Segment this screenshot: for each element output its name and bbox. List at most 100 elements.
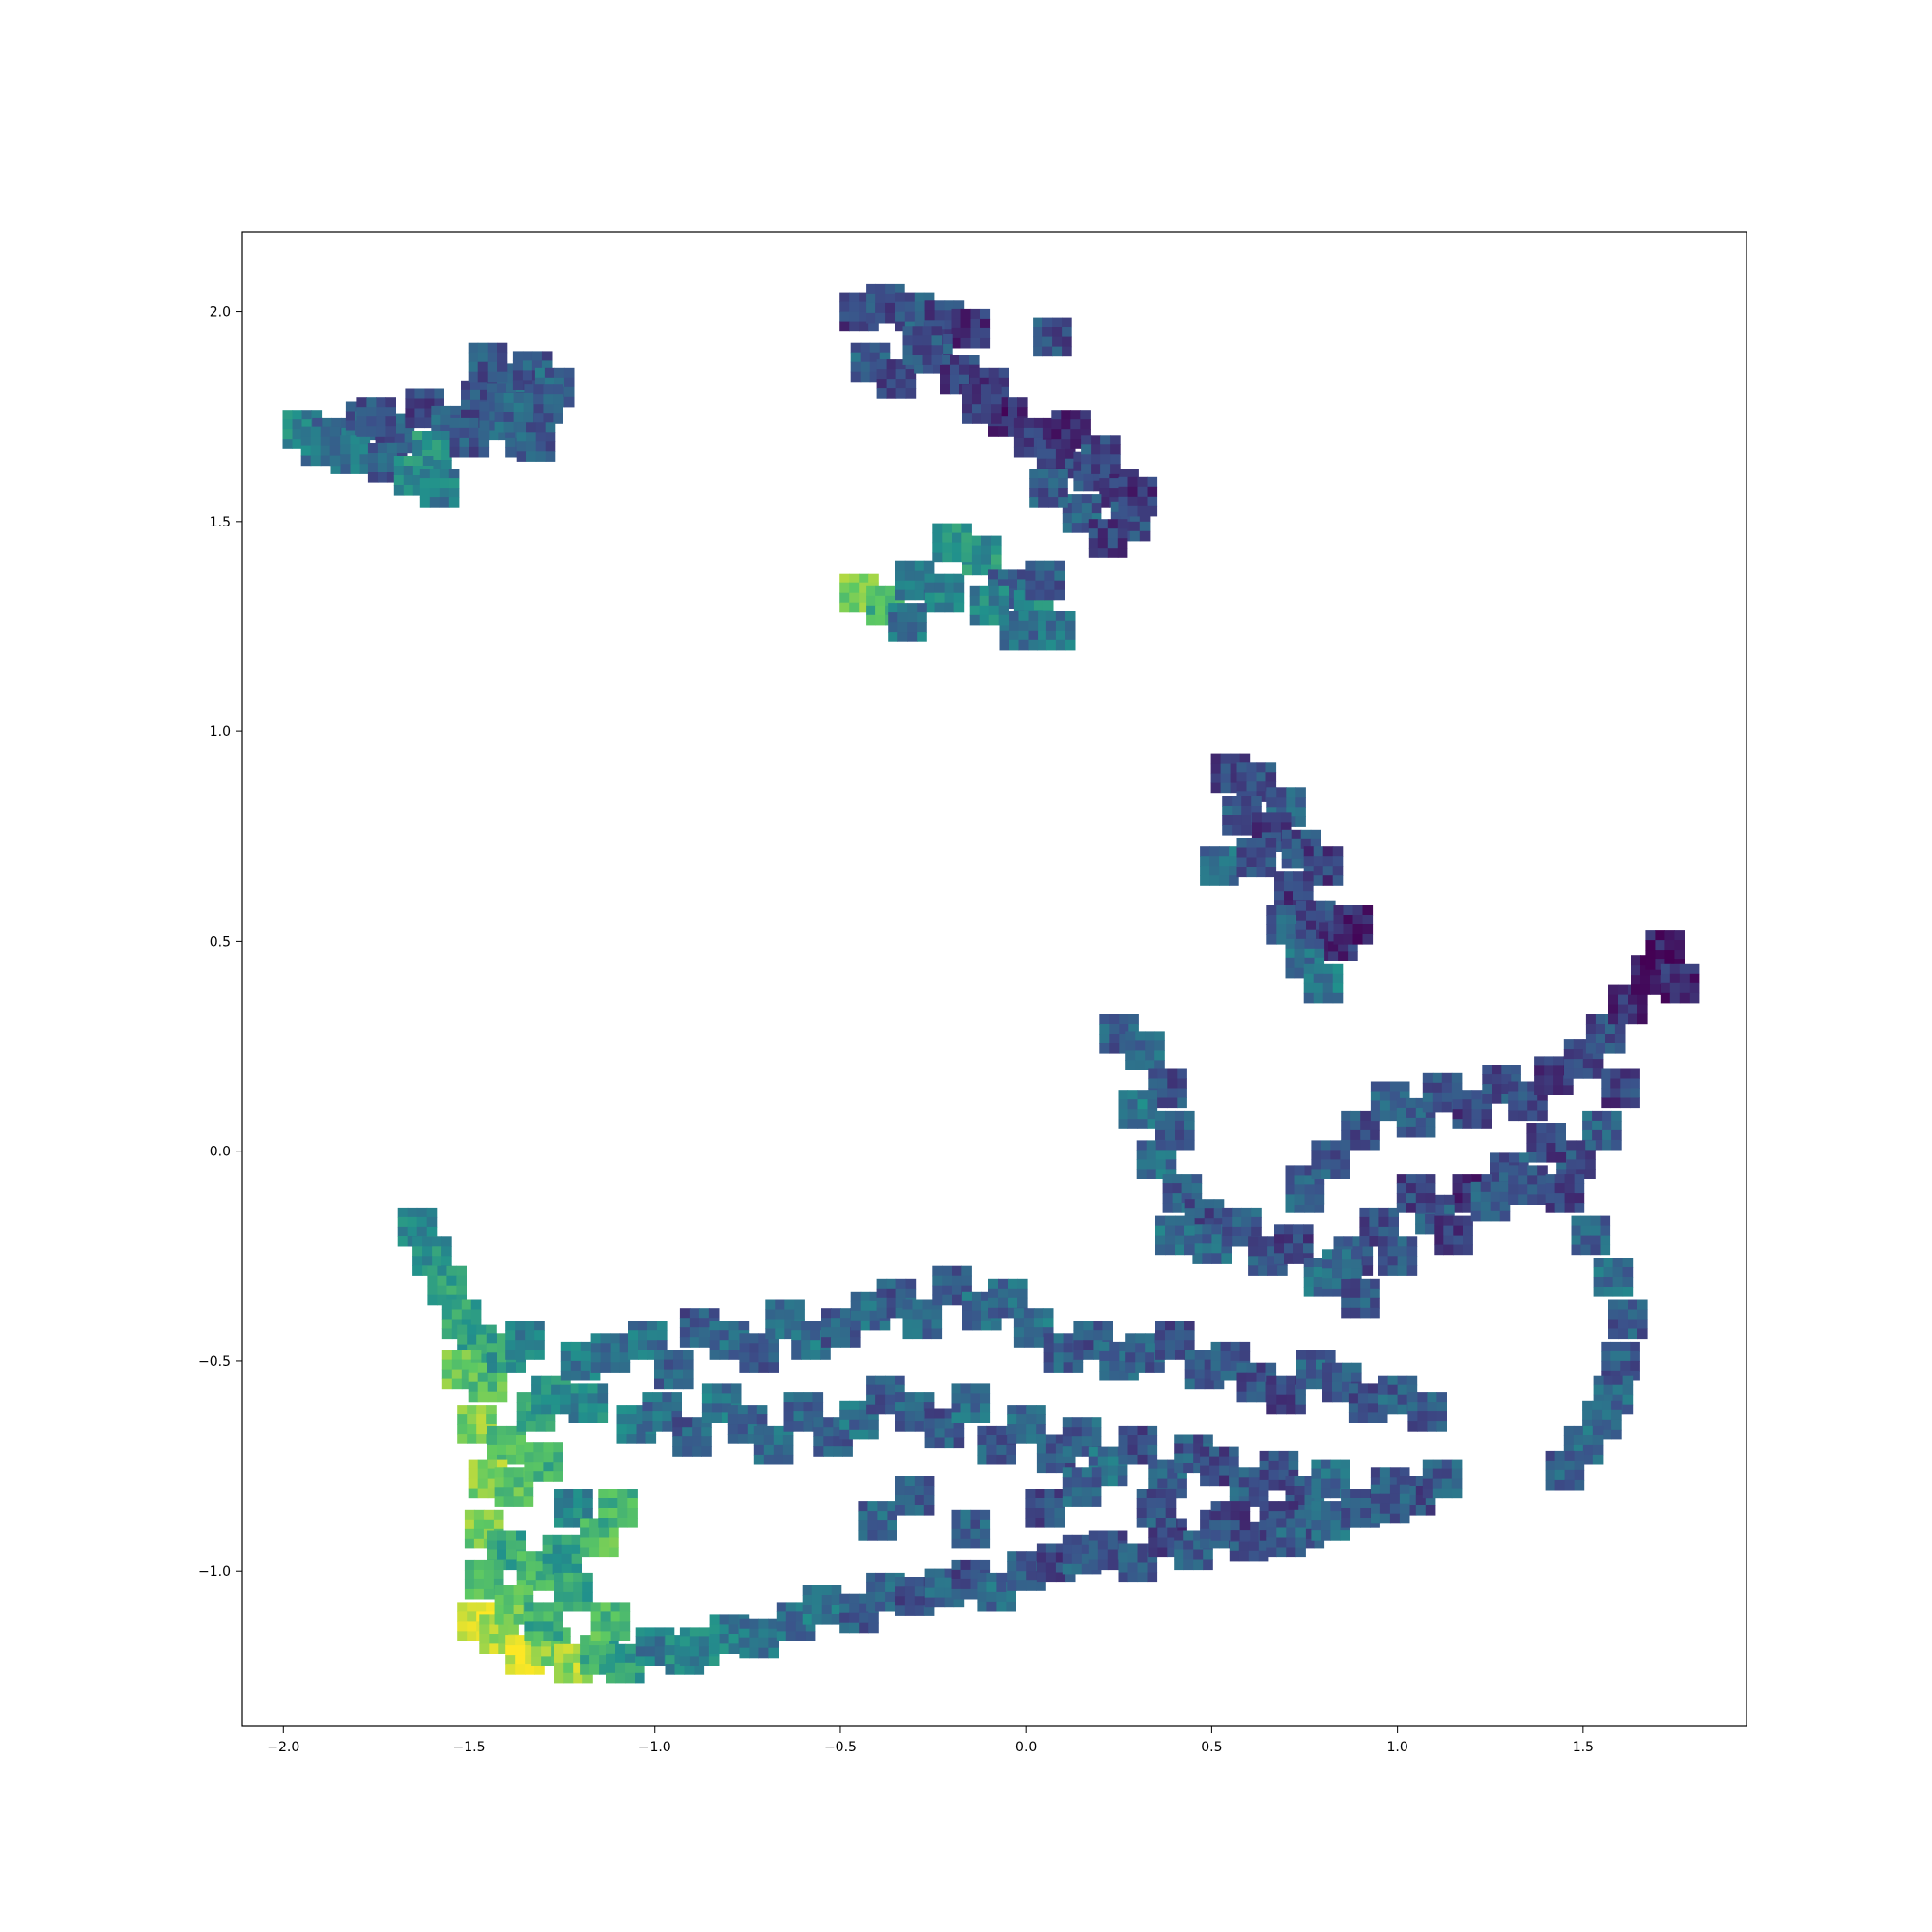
- data-point: [1311, 1140, 1350, 1179]
- scatter-tiles: [282, 283, 1700, 1684]
- data-point: [1434, 1215, 1473, 1256]
- data-point: [1210, 1501, 1251, 1541]
- x-tick-label: 0.5: [1201, 1740, 1222, 1755]
- data-point: [1608, 1299, 1648, 1340]
- data-point: [821, 1308, 861, 1348]
- data-point: [1274, 1224, 1314, 1264]
- data-point: [1248, 1236, 1288, 1276]
- data-point: [888, 603, 927, 642]
- x-axis: −2.0 −1.5 −1.0 −0.5 0.0 0.5 1.0 1.5: [267, 1726, 1594, 1755]
- y-axis: −1.0 −0.5 0.0 0.5 1.0 1.5 2.0: [198, 305, 242, 1579]
- data-point: [1645, 930, 1685, 970]
- data-point: [1007, 1405, 1046, 1444]
- data-point: [464, 1559, 504, 1600]
- data-point: [783, 1392, 824, 1432]
- data-point: [1370, 1484, 1410, 1524]
- data-point: [1378, 1236, 1418, 1276]
- data-point: [542, 1534, 582, 1575]
- data-point: [1526, 1123, 1566, 1163]
- data-point: [701, 1383, 742, 1423]
- data-point: [839, 1400, 879, 1440]
- data-point: [590, 1333, 631, 1373]
- data-point: [1118, 476, 1158, 517]
- data-point: [1311, 1459, 1350, 1499]
- data-point: [531, 1375, 571, 1415]
- data-point: [1081, 435, 1121, 474]
- data-point: [924, 1408, 965, 1449]
- data-point: [1025, 560, 1065, 601]
- data-point: [902, 1299, 943, 1340]
- data-point: [1236, 838, 1277, 878]
- data-point: [672, 1417, 712, 1457]
- data-point: [951, 308, 991, 349]
- data-point: [739, 1333, 779, 1373]
- data-point: [1200, 846, 1239, 886]
- data-point: [858, 1501, 897, 1541]
- data-point: [753, 1425, 794, 1465]
- data-point: [554, 1572, 593, 1612]
- data-point: [1036, 611, 1076, 651]
- data-point: [427, 1265, 467, 1306]
- data-point: [679, 1308, 720, 1348]
- data-point: [554, 1643, 593, 1684]
- data-point: [802, 1585, 842, 1625]
- data-point: [1118, 1090, 1158, 1129]
- data-point: [1582, 1110, 1622, 1151]
- x-tick-label: −2.0: [267, 1740, 299, 1755]
- data-point: [924, 573, 965, 613]
- data-point: [1136, 1489, 1177, 1528]
- data-point: [1470, 1181, 1511, 1222]
- data-point: [1545, 1174, 1585, 1213]
- data-point: [1322, 1362, 1362, 1403]
- data-point: [516, 422, 556, 462]
- data-point: [1341, 1278, 1380, 1319]
- data-point: [739, 1618, 779, 1659]
- data-point: [1422, 1459, 1463, 1499]
- x-tick-label: 1.0: [1386, 1740, 1407, 1755]
- data-point: [1545, 1450, 1585, 1491]
- y-tick-label: 1.5: [210, 515, 231, 530]
- data-point: [590, 1602, 631, 1641]
- data-point: [962, 384, 1002, 424]
- data-point: [1341, 1110, 1380, 1151]
- y-tick-label: 2.0: [210, 305, 231, 321]
- data-point: [1601, 1341, 1640, 1381]
- data-point: [932, 523, 972, 563]
- data-point: [1534, 1056, 1574, 1095]
- data-point: [654, 1350, 694, 1390]
- data-point: [1407, 1392, 1447, 1432]
- x-tick-label: 0.0: [1015, 1740, 1037, 1755]
- data-point: [1571, 1215, 1611, 1256]
- data-point: [419, 469, 460, 508]
- data-point: [1585, 1014, 1626, 1054]
- data-point: [300, 426, 341, 467]
- data-point: [598, 1489, 638, 1528]
- data-point: [951, 1383, 991, 1423]
- y-tick-label: −0.5: [198, 1354, 231, 1370]
- data-point: [988, 1278, 1028, 1319]
- data-point: [1029, 469, 1068, 508]
- x-tick-label: −0.5: [824, 1740, 857, 1755]
- data-point: [356, 397, 396, 437]
- data-point: [568, 1383, 609, 1423]
- data-point: [1601, 1068, 1640, 1109]
- data-point: [1088, 519, 1128, 558]
- data-point: [524, 1442, 563, 1482]
- data-point: [1508, 1081, 1548, 1122]
- data-point: [1452, 1090, 1492, 1129]
- data-point: [932, 1265, 972, 1306]
- x-tick-label: 1.5: [1573, 1740, 1594, 1755]
- data-point: [876, 359, 917, 399]
- data-point: [1155, 1215, 1195, 1256]
- y-tick-label: −1.0: [198, 1564, 231, 1579]
- data-point: [1322, 1249, 1362, 1289]
- x-tick-label: −1.5: [453, 1740, 486, 1755]
- data-point: [1303, 963, 1344, 1004]
- data-point: [628, 1321, 668, 1360]
- data-point: [1508, 1165, 1548, 1205]
- data-point: [1033, 317, 1072, 357]
- data-point: [505, 1321, 545, 1360]
- data-point: [1266, 1375, 1306, 1415]
- data-point: [1266, 1518, 1306, 1558]
